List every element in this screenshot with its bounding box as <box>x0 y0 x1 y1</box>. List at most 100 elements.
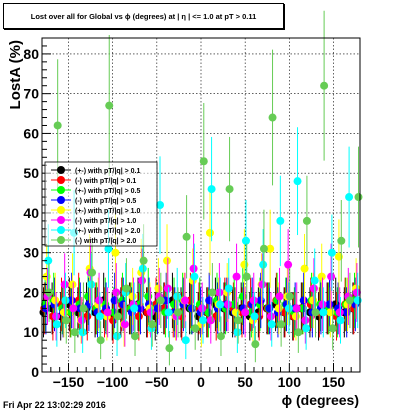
data-point <box>173 308 182 317</box>
x-tick-label: −50 <box>145 374 169 390</box>
data-point <box>320 81 329 90</box>
data-point <box>111 248 120 257</box>
legend-label: (+-) with pT/|q| > 2.0 <box>75 228 140 235</box>
y-axis-label: LostA (%) <box>7 40 24 109</box>
data-point <box>294 328 303 337</box>
data-point <box>112 288 121 297</box>
data-point <box>300 264 309 273</box>
data-point <box>206 316 215 325</box>
legend-marker <box>57 196 65 204</box>
data-point <box>131 332 140 341</box>
data-point <box>276 216 285 225</box>
data-point <box>242 272 251 281</box>
data-point <box>299 296 308 305</box>
legend-label: (-) with pT/|q| > 0.1 <box>75 178 136 185</box>
data-point <box>138 264 147 273</box>
data-point <box>163 284 172 293</box>
data-point <box>163 256 172 265</box>
data-point <box>181 296 190 305</box>
data-point <box>191 324 200 333</box>
data-point <box>249 296 258 305</box>
data-points <box>39 10 363 366</box>
data-point <box>189 264 198 273</box>
data-point <box>69 304 78 313</box>
tick-labels: −150 −100 −50 0 50 100 150 0 10 20 30 40 50 60 70 80 <box>23 46 345 390</box>
data-point <box>267 320 276 329</box>
legend-label: (-) with pT/|q| > 1.0 <box>75 218 136 225</box>
data-point <box>266 312 275 321</box>
legend-label: (+-) with pT/|q| > 0.5 <box>75 188 140 195</box>
axis-ticks <box>41 37 361 373</box>
legend-marker <box>57 166 65 174</box>
data-point <box>285 292 294 301</box>
x-tick-label: −150 <box>53 374 85 390</box>
data-point <box>156 296 165 305</box>
data-point <box>302 324 311 333</box>
data-point <box>52 320 61 329</box>
y-tick-label: 20 <box>23 284 39 300</box>
data-point <box>241 236 250 245</box>
data-point <box>268 113 277 122</box>
legend-marker <box>57 236 65 244</box>
data-point <box>60 280 69 289</box>
data-point <box>52 312 61 321</box>
data-point <box>96 336 105 345</box>
data-point <box>309 284 318 293</box>
y-tick-label: 70 <box>23 86 39 102</box>
data-point <box>327 248 336 257</box>
data-point <box>233 328 242 337</box>
data-point <box>165 344 174 353</box>
x-tick-label: 150 <box>322 374 346 390</box>
data-point <box>208 288 217 297</box>
data-point <box>77 316 86 325</box>
data-point <box>113 332 122 341</box>
y-tick-label: 30 <box>23 245 39 261</box>
data-point <box>259 260 268 269</box>
x-axis-label: ϕ (degrees) <box>282 392 359 408</box>
data-point <box>70 328 79 337</box>
legend-marker <box>57 206 65 214</box>
data-point <box>215 288 224 297</box>
legend-label: (+-) with pT/|q| > 0.1 <box>75 168 140 175</box>
legend-marker <box>57 216 65 224</box>
data-point <box>128 292 137 301</box>
legend-marker <box>57 186 65 194</box>
data-point <box>223 300 232 309</box>
timestamp: Fri Apr 22 13:02:29 2016 <box>3 400 106 410</box>
data-point <box>130 304 139 313</box>
data-point <box>156 201 165 209</box>
data-point <box>138 276 147 285</box>
data-point <box>354 193 363 202</box>
data-point <box>146 308 155 317</box>
data-point <box>317 272 326 281</box>
data-point <box>311 308 320 317</box>
x-tick-label: 0 <box>197 374 205 390</box>
data-point <box>216 332 225 341</box>
data-point <box>301 316 310 325</box>
y-tick-label: 60 <box>23 125 39 141</box>
data-point <box>232 272 241 281</box>
data-point <box>293 177 302 186</box>
data-point <box>181 336 190 345</box>
data-point <box>87 280 96 289</box>
data-point <box>352 288 361 297</box>
data-point <box>198 304 207 313</box>
legend-marker <box>57 226 65 234</box>
x-tick-label: 50 <box>237 374 253 390</box>
series-magenta <box>43 229 361 347</box>
data-point <box>277 320 286 329</box>
data-point <box>190 272 199 281</box>
data-point <box>302 216 311 225</box>
data-point <box>266 244 275 253</box>
data-point <box>95 296 104 305</box>
data-point <box>51 296 60 305</box>
legend-label: (-) with pT/|q| > 0.5 <box>75 198 136 205</box>
data-point <box>120 320 129 329</box>
data-point <box>328 324 337 333</box>
data-point <box>284 260 293 269</box>
y-tick-label: 50 <box>23 165 39 181</box>
series-cyan <box>44 127 362 360</box>
data-point <box>104 244 113 253</box>
data-point <box>62 316 71 325</box>
